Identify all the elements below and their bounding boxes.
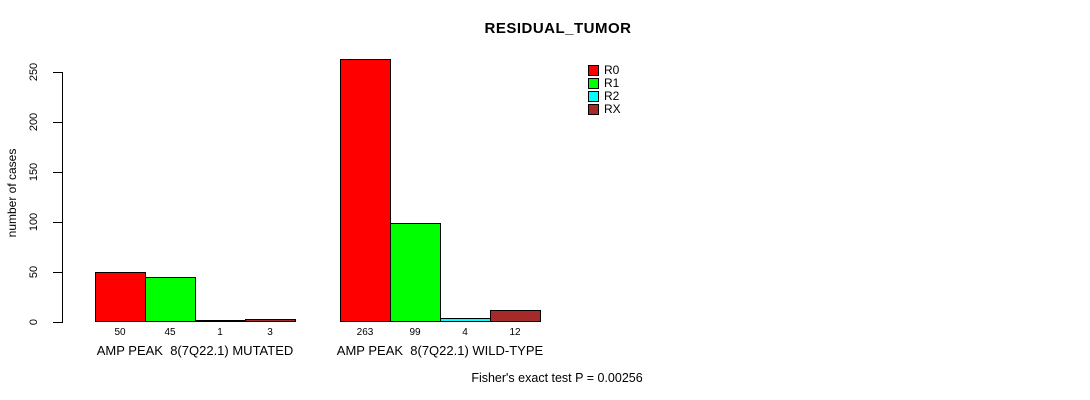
y-tick-label: 0 [28, 318, 40, 326]
bar-value-label: 3 [267, 327, 273, 338]
legend-row-r0: R0 [588, 64, 621, 77]
bar-r2-group1 [195, 320, 246, 322]
y-axis-line [62, 72, 63, 323]
legend-row-rx: RX [588, 103, 621, 116]
bar-value-label: 263 [356, 327, 374, 338]
y-tick-mark [53, 222, 62, 223]
y-axis-label: number of cases [5, 148, 19, 238]
legend-row-r1: R1 [588, 77, 621, 90]
legend-label-r0: R0 [604, 63, 620, 77]
y-tick-label: 200 [28, 112, 40, 132]
y-tick-label: 50 [28, 265, 40, 279]
bar-r0-group1 [95, 272, 146, 322]
bar-r2-group2 [440, 318, 491, 322]
y-tick-label: 100 [28, 212, 40, 232]
y-tick-label: 150 [28, 162, 40, 182]
bar-rx-group2 [490, 310, 541, 322]
legend-label-rx: RX [604, 102, 621, 116]
legend-swatch-r0 [588, 65, 599, 76]
bar-value-label: 1 [217, 327, 223, 338]
bar-value-label: 45 [164, 327, 176, 338]
y-tick-mark [53, 272, 62, 273]
bar-value-label: 4 [462, 327, 468, 338]
bar-r0-group2 [340, 59, 391, 322]
group-label: AMP PEAK 8(7Q22.1) WILD-TYPE [336, 343, 544, 358]
legend-swatch-r2 [588, 91, 599, 102]
bar-rx-group1 [245, 319, 296, 322]
legend-label-r2: R2 [604, 89, 620, 103]
y-tick-mark [53, 172, 62, 173]
y-tick-mark [53, 122, 62, 123]
legend-label-r1: R1 [604, 76, 620, 90]
legend-swatch-rx [588, 104, 599, 115]
legend-swatch-r1 [588, 78, 599, 89]
fisher-test-annotation: Fisher's exact test P = 0.00256 [471, 371, 643, 385]
y-tick-mark [53, 72, 62, 73]
legend: R0 R1 R2 RX [588, 64, 621, 116]
legend-row-r2: R2 [588, 90, 621, 103]
y-tick-label: 250 [28, 62, 40, 82]
y-tick-mark [53, 322, 62, 323]
bar-r1-group1 [145, 277, 196, 322]
group-label: AMP PEAK 8(7Q22.1) MUTATED [96, 343, 294, 358]
bar-value-label: 50 [114, 327, 126, 338]
bar-value-label: 12 [509, 327, 521, 338]
bar-r1-group2 [390, 223, 441, 322]
chart-title: RESIDUAL_TUMOR [484, 20, 632, 37]
bar-value-label: 99 [409, 327, 421, 338]
